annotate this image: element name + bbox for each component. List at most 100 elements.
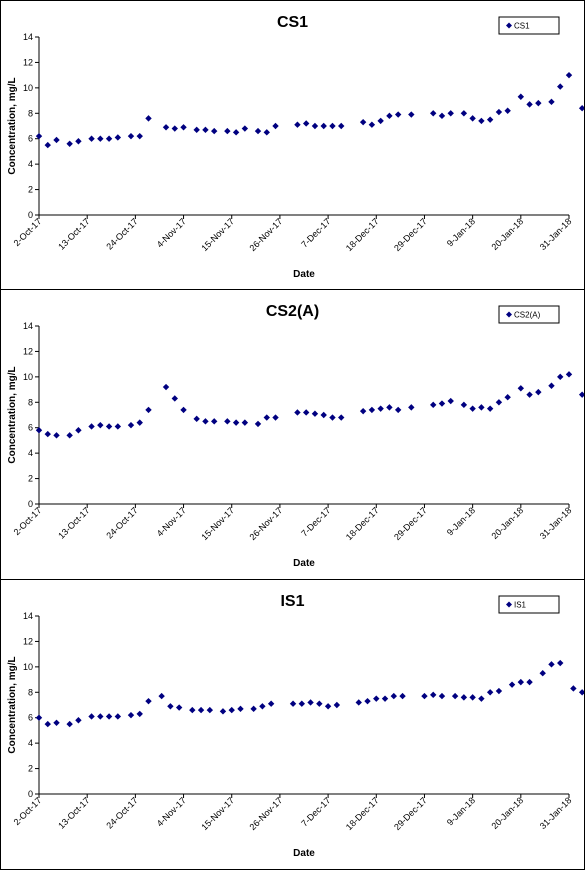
chart-svg-is1: IS1 0 2 4 6 8 10 12 14 2-Oct-17 13-Oct-17 24-Oct-17…	[7, 593, 584, 859]
data-point	[438, 112, 446, 120]
data-point	[44, 430, 51, 438]
data-point	[338, 414, 345, 421]
data-point	[535, 388, 542, 396]
data-point	[517, 385, 525, 392]
data-point	[105, 423, 113, 430]
data-point	[162, 383, 170, 391]
data-point	[548, 382, 555, 389]
data-point	[114, 423, 122, 430]
data-point	[355, 699, 362, 706]
y-tick-label: 4	[28, 448, 33, 458]
data-point	[324, 703, 332, 710]
data-point	[241, 125, 249, 132]
data-point	[517, 93, 525, 100]
data-point	[508, 681, 516, 688]
x-tick-label: 13-Oct-17	[56, 505, 91, 540]
data-point	[263, 414, 270, 421]
legend-label: CS1	[514, 22, 530, 31]
data-point	[53, 719, 60, 726]
data-point	[495, 108, 503, 116]
data-point	[66, 432, 73, 439]
data-point	[408, 404, 415, 411]
x-tick-label: 29-Dec-17	[392, 795, 429, 832]
data-point	[320, 122, 327, 130]
data-point	[320, 411, 327, 419]
x-tick-label: 24-Oct-17	[104, 795, 139, 830]
y-tick-label: 0	[28, 789, 33, 799]
y-tick-label: 8	[28, 397, 33, 407]
data-point	[557, 373, 564, 381]
chart-title: CS2(A)	[266, 303, 319, 320]
data-point	[114, 134, 122, 141]
x-axis-title: Date	[293, 558, 315, 569]
data-point	[219, 708, 227, 715]
data-point	[399, 692, 406, 700]
data-point	[202, 418, 209, 425]
x-tick-label: 20-Jan-18	[490, 795, 526, 831]
data-point	[145, 115, 152, 122]
chart-panel-is1: IS1 0 2 4 6 8 10 12 14 2-Oct-17 13-Oct-17 24-Oct-17…	[0, 579, 585, 870]
y-axis-title: Concentration, mg/L	[7, 366, 18, 463]
legend-label: CS2(A)	[514, 311, 541, 320]
y-tick-label: 10	[23, 83, 33, 93]
data-point	[486, 689, 494, 696]
data-point	[368, 121, 376, 128]
x-axis-title: Date	[293, 848, 315, 859]
y-tick-label: 0	[28, 499, 33, 509]
data-point	[504, 394, 511, 401]
x-tick-label: 26-Nov-17	[248, 505, 285, 542]
x-tick-label: 20-Jan-18	[490, 216, 526, 252]
data-point	[202, 126, 209, 134]
legend-box	[498, 305, 560, 324]
data-point	[333, 701, 341, 709]
y-tick-label: 10	[23, 372, 33, 382]
chart-panel-cs1: CS1 0 2 4 6 8 10 12 14 2-Oct-17 13-Oct-17 24-Oct-17…	[0, 0, 585, 290]
data-point	[35, 132, 43, 140]
data-point	[241, 419, 249, 426]
data-point	[272, 414, 279, 421]
data-point	[228, 706, 235, 714]
data-point	[565, 371, 573, 378]
data-point	[136, 419, 143, 426]
data-point	[578, 689, 584, 696]
x-tick-label: 20-Jan-18	[490, 505, 526, 541]
y-tick-label: 6	[28, 134, 33, 144]
legend-marker	[506, 311, 512, 318]
x-tick-label: 15-Nov-17	[199, 505, 236, 542]
data-point	[75, 717, 82, 724]
data-point	[211, 418, 218, 425]
data-point	[570, 685, 577, 692]
chart-title: CS1	[277, 14, 308, 31]
data-point	[105, 713, 113, 720]
data-point	[197, 706, 205, 714]
data-point	[495, 399, 503, 406]
data-point	[486, 116, 494, 123]
y-tick-label: 4	[28, 159, 33, 169]
data-point	[578, 391, 584, 398]
data-point	[359, 118, 367, 126]
data-point	[386, 404, 393, 411]
data-point	[421, 692, 428, 700]
data-point	[193, 126, 200, 134]
x-tick-label: 15-Nov-17	[199, 216, 236, 253]
chart-svg-cs1: CS1 0 2 4 6 8 10 12 14 2-Oct-17 13-Oct-17 24-Oct-17…	[7, 14, 584, 280]
data-point	[232, 419, 240, 426]
x-tick-label: 9-Jan-18	[445, 505, 477, 537]
y-tick-label: 2	[28, 764, 33, 774]
x-axis-title: Date	[293, 269, 315, 280]
y-axis-title: Concentration, mg/L	[7, 656, 18, 753]
data-point	[451, 692, 459, 700]
x-tick-label: 24-Oct-17	[104, 505, 139, 540]
data-point	[88, 423, 95, 430]
data-point	[302, 409, 310, 416]
data-point	[75, 138, 82, 145]
data-point	[329, 414, 336, 421]
y-tick-label: 2	[28, 474, 33, 484]
data-point	[535, 99, 542, 107]
x-tick-label: 18-Dec-17	[344, 505, 381, 542]
data-point	[460, 110, 468, 117]
y-tick-label: 8	[28, 108, 33, 118]
data-point	[548, 98, 555, 106]
data-point	[189, 706, 196, 714]
x-tick-label: 13-Oct-17	[56, 216, 91, 251]
